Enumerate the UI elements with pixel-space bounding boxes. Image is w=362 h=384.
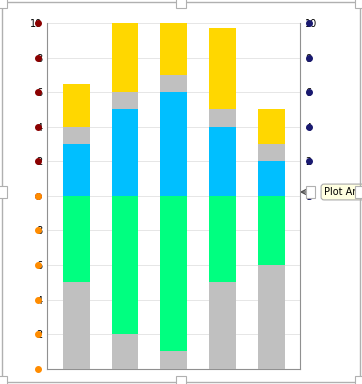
Bar <box>160 75 187 92</box>
Bar <box>209 196 236 282</box>
Bar <box>111 92 138 109</box>
Bar <box>63 144 90 196</box>
Bar <box>63 127 90 144</box>
Bar <box>160 0 187 75</box>
Bar <box>258 161 285 196</box>
Bar <box>63 196 90 282</box>
Bar <box>63 282 90 369</box>
Bar <box>111 334 138 369</box>
Bar <box>209 282 236 369</box>
Bar <box>258 265 285 369</box>
Bar <box>160 351 187 369</box>
Bar <box>160 92 187 196</box>
Bar <box>209 127 236 196</box>
Bar <box>258 196 285 265</box>
Bar <box>258 109 285 144</box>
Bar <box>111 109 138 196</box>
Bar <box>160 196 187 351</box>
Text: Plot Area: Plot Area <box>324 187 362 197</box>
Bar <box>209 109 236 127</box>
Bar <box>111 11 138 92</box>
Bar <box>111 196 138 334</box>
Bar <box>63 84 90 127</box>
Bar <box>258 144 285 161</box>
Bar <box>209 28 236 109</box>
